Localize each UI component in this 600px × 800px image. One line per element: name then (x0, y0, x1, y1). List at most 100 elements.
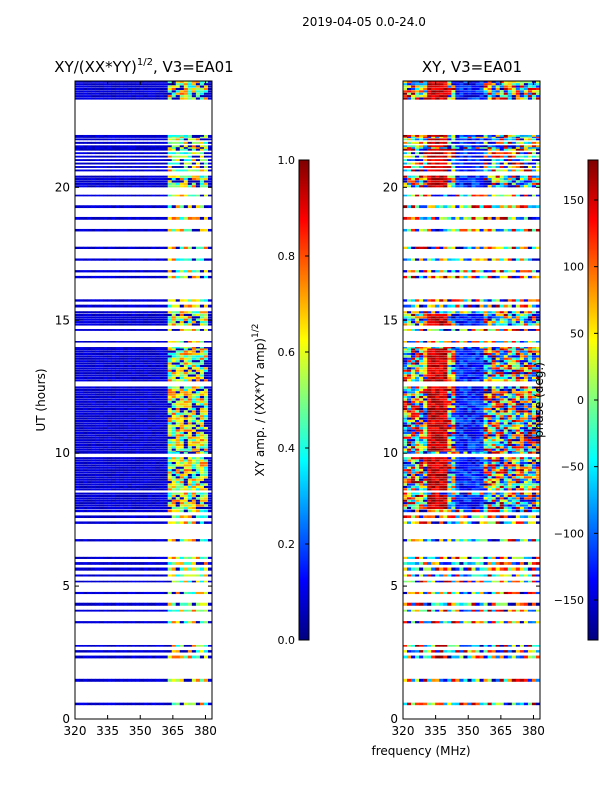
heatmap-cell (91, 567, 96, 571)
heatmap-cell (167, 275, 173, 279)
heatmap-cell (95, 481, 100, 484)
heatmap-cell (147, 521, 152, 524)
x-tick-label: 335 (96, 724, 119, 738)
heatmap-cell (147, 506, 152, 509)
heatmap-cell (455, 461, 460, 465)
heatmap-cell (191, 348, 197, 351)
heatmap-cell (107, 323, 112, 326)
heatmap-cell (115, 311, 120, 314)
heatmap-cell (155, 146, 160, 150)
heatmap-cell (195, 424, 201, 427)
heatmap-cell (155, 90, 160, 93)
heatmap-cell (123, 318, 128, 321)
heatmap-cell (471, 466, 476, 469)
heatmap-cell (99, 466, 104, 469)
heatmap-cell (195, 429, 201, 432)
heatmap-cell (83, 410, 88, 413)
heatmap-cell (99, 506, 104, 509)
heatmap-cell (103, 644, 108, 647)
heatmap-cell (439, 488, 444, 491)
heatmap-cell (163, 436, 168, 439)
heatmap-cell (107, 318, 112, 321)
heatmap-cell (447, 485, 452, 488)
heatmap-cell (203, 87, 209, 91)
heatmap-cell (507, 483, 513, 486)
heatmap-cell (475, 504, 480, 507)
heatmap-cell (107, 398, 112, 401)
heatmap-cell (127, 562, 132, 565)
heatmap-cell (91, 92, 96, 95)
heatmap-cell (179, 304, 185, 308)
heatmap-cell (119, 386, 124, 389)
heatmap-cell (87, 350, 92, 353)
heatmap-cell (159, 360, 164, 363)
heatmap-cell (143, 141, 148, 144)
heatmap-cell (163, 412, 168, 415)
heatmap-cell (135, 473, 140, 477)
heatmap-cell (183, 427, 189, 430)
heatmap-cell (123, 379, 128, 382)
heatmap-cell (75, 471, 80, 474)
heatmap-cell (163, 258, 168, 261)
heatmap-cell (143, 162, 148, 165)
heatmap-cell (95, 464, 100, 467)
heatmap-cell (435, 476, 440, 479)
heatmap-cell (183, 466, 189, 469)
heatmap-cell (115, 83, 120, 86)
heatmap-cell (115, 466, 120, 469)
heatmap-cell (151, 473, 156, 477)
heatmap-cell (107, 424, 112, 427)
heatmap-cell (107, 316, 112, 319)
heatmap-cell (79, 427, 84, 430)
heatmap-cell (167, 341, 173, 343)
heatmap-cell (143, 90, 148, 93)
heatmap-cell (203, 83, 209, 86)
heatmap-cell (115, 304, 120, 308)
heatmap-cell (111, 403, 116, 406)
heatmap-cell (115, 391, 120, 394)
heatmap-cell (187, 321, 193, 324)
heatmap-cell (203, 95, 209, 98)
heatmap-cell (471, 499, 476, 502)
heatmap-cell (123, 138, 128, 141)
heatmap-cell (99, 436, 104, 439)
heatmap-cell (119, 644, 124, 647)
heatmap-cell (475, 478, 480, 481)
heatmap-cell (87, 621, 92, 624)
heatmap-cell (167, 471, 173, 474)
heatmap-cell (131, 506, 136, 509)
heatmap-cell (119, 396, 124, 399)
heatmap-cell (135, 95, 140, 98)
heatmap-cell (191, 318, 197, 321)
heatmap-cell (131, 451, 136, 454)
heatmap-cell (195, 80, 201, 83)
heatmap-cell (143, 678, 148, 682)
heatmap-cell (171, 350, 177, 353)
heatmap-cell (131, 431, 136, 435)
heatmap-cell (143, 466, 148, 469)
heatmap-cell (151, 476, 156, 479)
heatmap-cell (523, 483, 529, 486)
heatmap-cell (203, 410, 209, 413)
heatmap-cell (199, 650, 205, 653)
heatmap-cell (503, 469, 509, 472)
heatmap-cell (159, 403, 164, 406)
heatmap-cell (163, 313, 168, 316)
heatmap-cell (87, 182, 92, 185)
heatmap-cell (79, 417, 84, 420)
heatmap-cell (163, 169, 168, 172)
heatmap-cell (151, 439, 156, 442)
heatmap-cell (519, 464, 525, 467)
heatmap-cell (135, 410, 140, 413)
heatmap-cell (127, 466, 132, 469)
heatmap-cell (135, 386, 140, 389)
heatmap-cell (203, 304, 209, 308)
heatmap-cell (415, 478, 420, 481)
heatmap-cell (499, 485, 505, 488)
heatmap-cell (87, 702, 92, 706)
heatmap-cell (183, 146, 189, 150)
heatmap-cell (127, 152, 132, 155)
heatmap-cell (103, 376, 108, 379)
heatmap-cell (179, 434, 185, 437)
